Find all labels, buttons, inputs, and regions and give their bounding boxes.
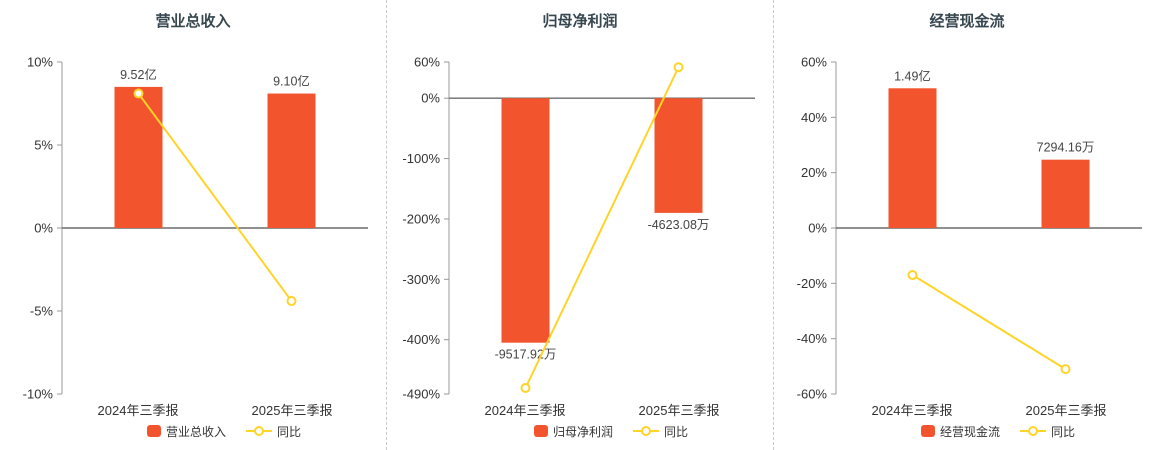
yoy-marker[interactable] [133,88,144,99]
legend-bar-label: 营业总收入 [165,424,226,439]
chart-title-net-profit: 归母净利润 [542,13,618,30]
y-tick-label: 60% [414,55,440,70]
legend-item-bar[interactable]: 经营现金流 [920,423,1000,440]
chart-body-revenue: 10% 5% 0% -5% -10% 9.52亿 9.10亿 2024年三季报 2025年三… [0,38,386,442]
y-tick-label: -400% [402,332,440,347]
panel-net-profit: 归母净利润 60% 0% -100% -200% -300% -400% -490% -951… [386,0,773,450]
chart-body-cash-flow: 60% 40% 20% 0% -20% -40% -60% 1.49亿 7294.16万 202… [774,38,1160,442]
bar-swatch-icon [146,425,161,437]
legend-item-bar[interactable]: 归母净利润 [533,423,613,440]
chart-body-net-profit: 60% 0% -100% -200% -300% -400% -490% -9517.92万 -… [387,38,773,442]
bar[interactable] [654,98,703,213]
yoy-marker[interactable] [520,382,531,393]
cash-flow-plot: 60% 40% 20% 0% -20% -40% -60% 1.49亿 7294.16万 [797,55,1142,401]
legend-line-label: 同比 [277,424,302,439]
legend-bar-label: 经营现金流 [939,424,1000,439]
bar-value-label: 1.49亿 [894,68,931,83]
y-tick-label: -40% [797,331,828,346]
legend-item-line[interactable]: 同比 [633,423,688,440]
y-tick-label: -10% [23,387,54,401]
y-tick-label: 10% [27,55,53,70]
yoy-marker[interactable] [286,296,297,307]
chart-title-revenue: 营业总收入 [155,13,231,30]
legend-line-label: 同比 [1051,424,1076,439]
legend-bar-label: 归母净利润 [552,424,613,439]
y-tick-label: 5% [34,138,53,153]
yoy-marker[interactable] [673,62,684,73]
bar[interactable] [501,98,550,343]
bar-swatch-icon [533,425,548,437]
yoy-line [911,274,1067,370]
x-axis-categories: 2024年三季报 2025年三季报 [0,400,386,420]
x-category-label: 2025年三季报 [251,403,333,418]
y-tick-label: 0% [34,221,53,236]
y-tick-label: -200% [402,211,440,226]
yoy-line [137,92,293,302]
bar[interactable] [114,86,163,229]
line-swatch-icon [246,426,272,436]
net-profit-plot: 60% 0% -100% -200% -300% -400% -490% -9517.92万 -… [402,55,755,401]
y-tick-label: 20% [801,165,827,180]
bar-swatch-icon [920,425,935,437]
x-axis-categories: 2024年三季报 2025年三季报 [387,400,773,420]
y-tick-label: -490% [402,387,440,401]
yoy-line [524,66,680,389]
bar[interactable] [888,88,937,229]
legend: 归母净利润 同比 [449,420,773,442]
y-tick-label: -20% [797,276,828,291]
bar-value-label: 7294.16万 [1037,141,1095,155]
y-tick-label: -300% [402,272,440,287]
x-category-label: 2025年三季报 [1025,403,1107,418]
y-tick-label: -60% [797,387,828,401]
x-category-label: 2024年三季报 [484,403,566,418]
chart-title-cash-flow: 经营现金流 [929,13,1005,30]
bar[interactable] [1041,159,1090,228]
x-category-label: 2024年三季报 [871,403,953,418]
bar-value-label: -4623.08万 [648,218,710,232]
yoy-marker[interactable] [907,270,918,281]
legend-line-label: 同比 [664,424,689,439]
legend: 营业总收入 同比 [62,420,386,442]
panel-cash-flow: 经营现金流 60% 40% 20% 0% -20% -40% -60% 1.49亿 7294.1… [773,0,1160,450]
x-category-label: 2024年三季报 [97,403,179,418]
line-swatch-icon [1020,426,1046,436]
x-axis-categories: 2024年三季报 2025年三季报 [774,400,1160,420]
bar[interactable] [267,93,316,228]
legend-item-line[interactable]: 同比 [1020,423,1075,440]
y-tick-label: 60% [801,55,827,70]
legend: 经营现金流 同比 [836,420,1160,442]
x-category-label: 2025年三季报 [638,403,720,418]
revenue-plot: 10% 5% 0% -5% -10% 9.52亿 9.10亿 [23,55,368,401]
y-tick-label: -100% [402,151,440,166]
y-tick-label: -5% [30,304,54,319]
panel-revenue: 营业总收入 10% 5% 0% -5% -10% 9.52亿 9.10亿 2024年三季报 … [0,0,386,450]
legend-item-line[interactable]: 同比 [246,423,301,440]
line-swatch-icon [633,426,659,436]
y-tick-label: 0% [421,91,440,106]
y-tick-label: 40% [801,110,827,125]
y-tick-label: 0% [808,221,827,236]
bar-value-label: 9.10亿 [273,74,310,89]
yoy-marker[interactable] [1060,364,1071,375]
bar-value-label: 9.52亿 [120,67,157,82]
bar-value-label: -9517.92万 [495,348,557,362]
legend-item-bar[interactable]: 营业总收入 [146,423,226,440]
